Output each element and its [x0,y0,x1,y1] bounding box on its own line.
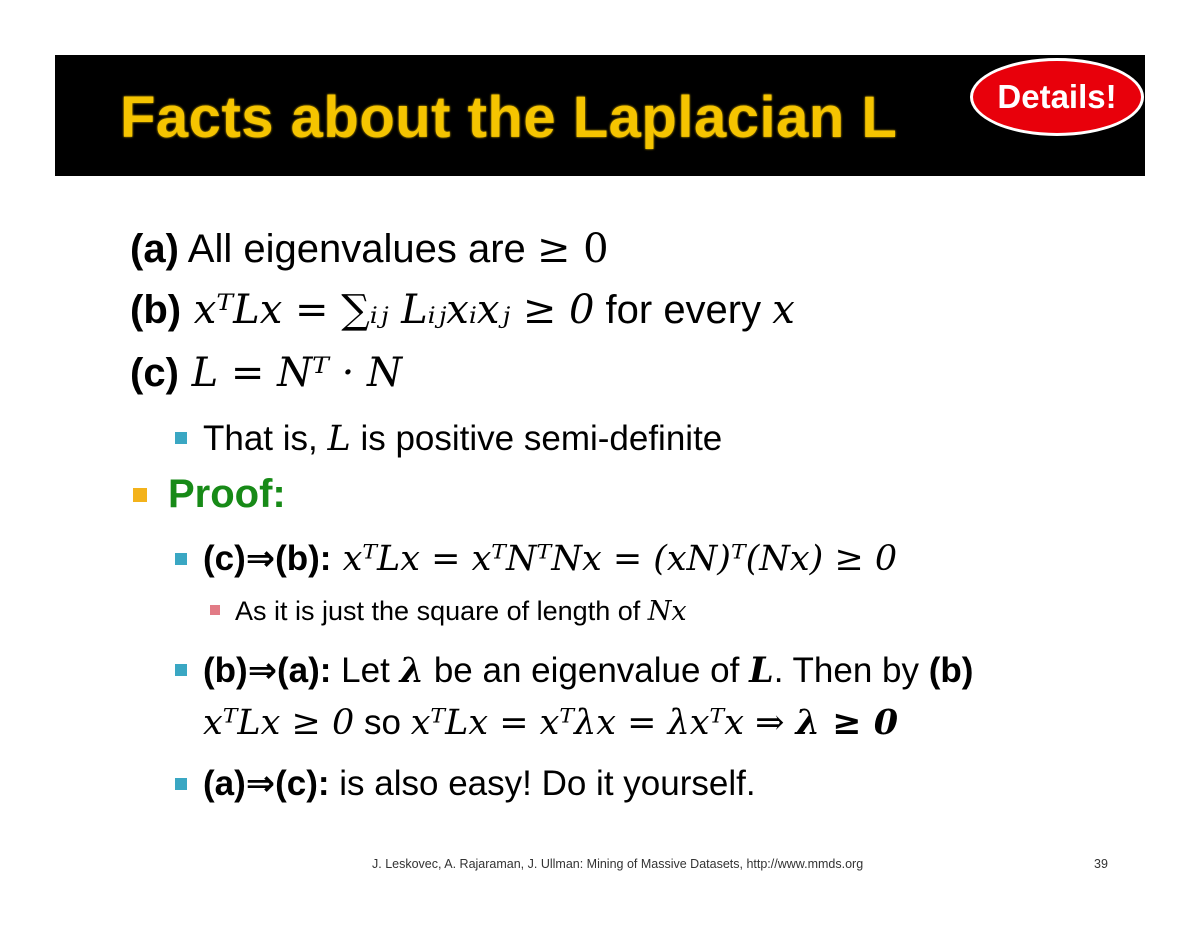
bullet-icon [175,778,187,790]
proof-a-to-c: (a)⇒(c): is also easy! Do it yourself. [203,764,756,803]
bullet-icon [175,432,187,444]
proof-c-to-b-note: As it is just the square of length of Nx [235,596,687,627]
bullet-icon [133,488,147,502]
slide-title: Facts about the Laplacian L [120,85,898,150]
footer-citation: J. Leskovec, A. Rajaraman, J. Ullman: Mi… [372,857,864,871]
proof-b-to-a-line2: xᵀLx ≥ 0 so xᵀLx = xᵀλx = λxᵀx ⇒ λ ≥ 0 [203,702,899,743]
bullet-icon [175,553,187,565]
proof-b-to-a-line1: (b)⇒(a): Let λ be an eigenvalue of L. Th… [203,650,974,691]
fact-c: (c) L = Nᵀ · N [130,350,403,396]
title-banner [55,55,1145,176]
details-badge: Details! [970,58,1144,136]
bullet-icon [175,664,187,676]
semidefinite-note: That is, L is positive semi-definite [203,419,723,459]
proof-heading: Proof: [168,472,286,516]
fact-a: (a) All eigenvalues are ≥ 0 [130,226,609,272]
fact-b: (b) xᵀLx = ∑ᵢⱼ Lᵢⱼxᵢxⱼ ≥ 0 for every x [130,287,795,333]
page-number: 39 [1094,857,1108,871]
bullet-icon [210,605,220,615]
proof-c-to-b: (c)⇒(b): xᵀLx = xᵀNᵀNx = (xN)ᵀ(Nx) ≥ 0 [203,539,898,579]
